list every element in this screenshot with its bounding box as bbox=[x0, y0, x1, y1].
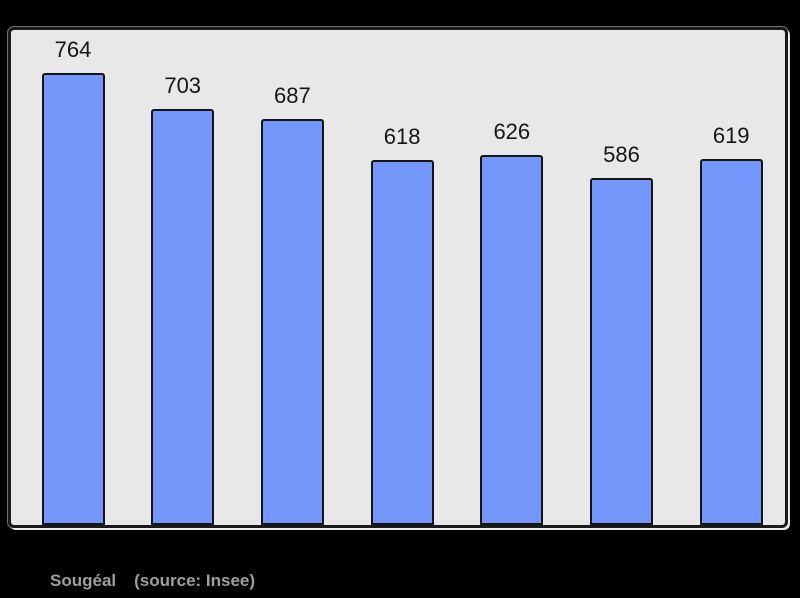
chart-plot-area: 764 703 687 618 626 586 619 bbox=[8, 27, 788, 528]
bar bbox=[699, 159, 763, 525]
bar-value-label: 703 bbox=[164, 73, 202, 98]
bar-value-label: 626 bbox=[493, 119, 531, 144]
bar-value-label: 618 bbox=[383, 124, 421, 149]
bar bbox=[480, 155, 544, 525]
bar-value-label: 586 bbox=[603, 142, 640, 167]
bar bbox=[370, 160, 434, 525]
bar-value-label: 687 bbox=[274, 83, 311, 108]
caption-source-label: (source: Insee) bbox=[134, 571, 256, 590]
bar bbox=[151, 109, 215, 525]
chart-caption: Sougéal (source: Insee) bbox=[50, 571, 255, 591]
bar bbox=[41, 73, 105, 525]
bar bbox=[590, 178, 653, 525]
bar bbox=[260, 119, 324, 525]
caption-place-label: Sougéal bbox=[50, 571, 117, 590]
bar-value-label: 764 bbox=[54, 37, 92, 62]
bar-value-label: 619 bbox=[712, 123, 750, 148]
bars-layer: 764 703 687 618 626 586 619 bbox=[11, 30, 785, 525]
